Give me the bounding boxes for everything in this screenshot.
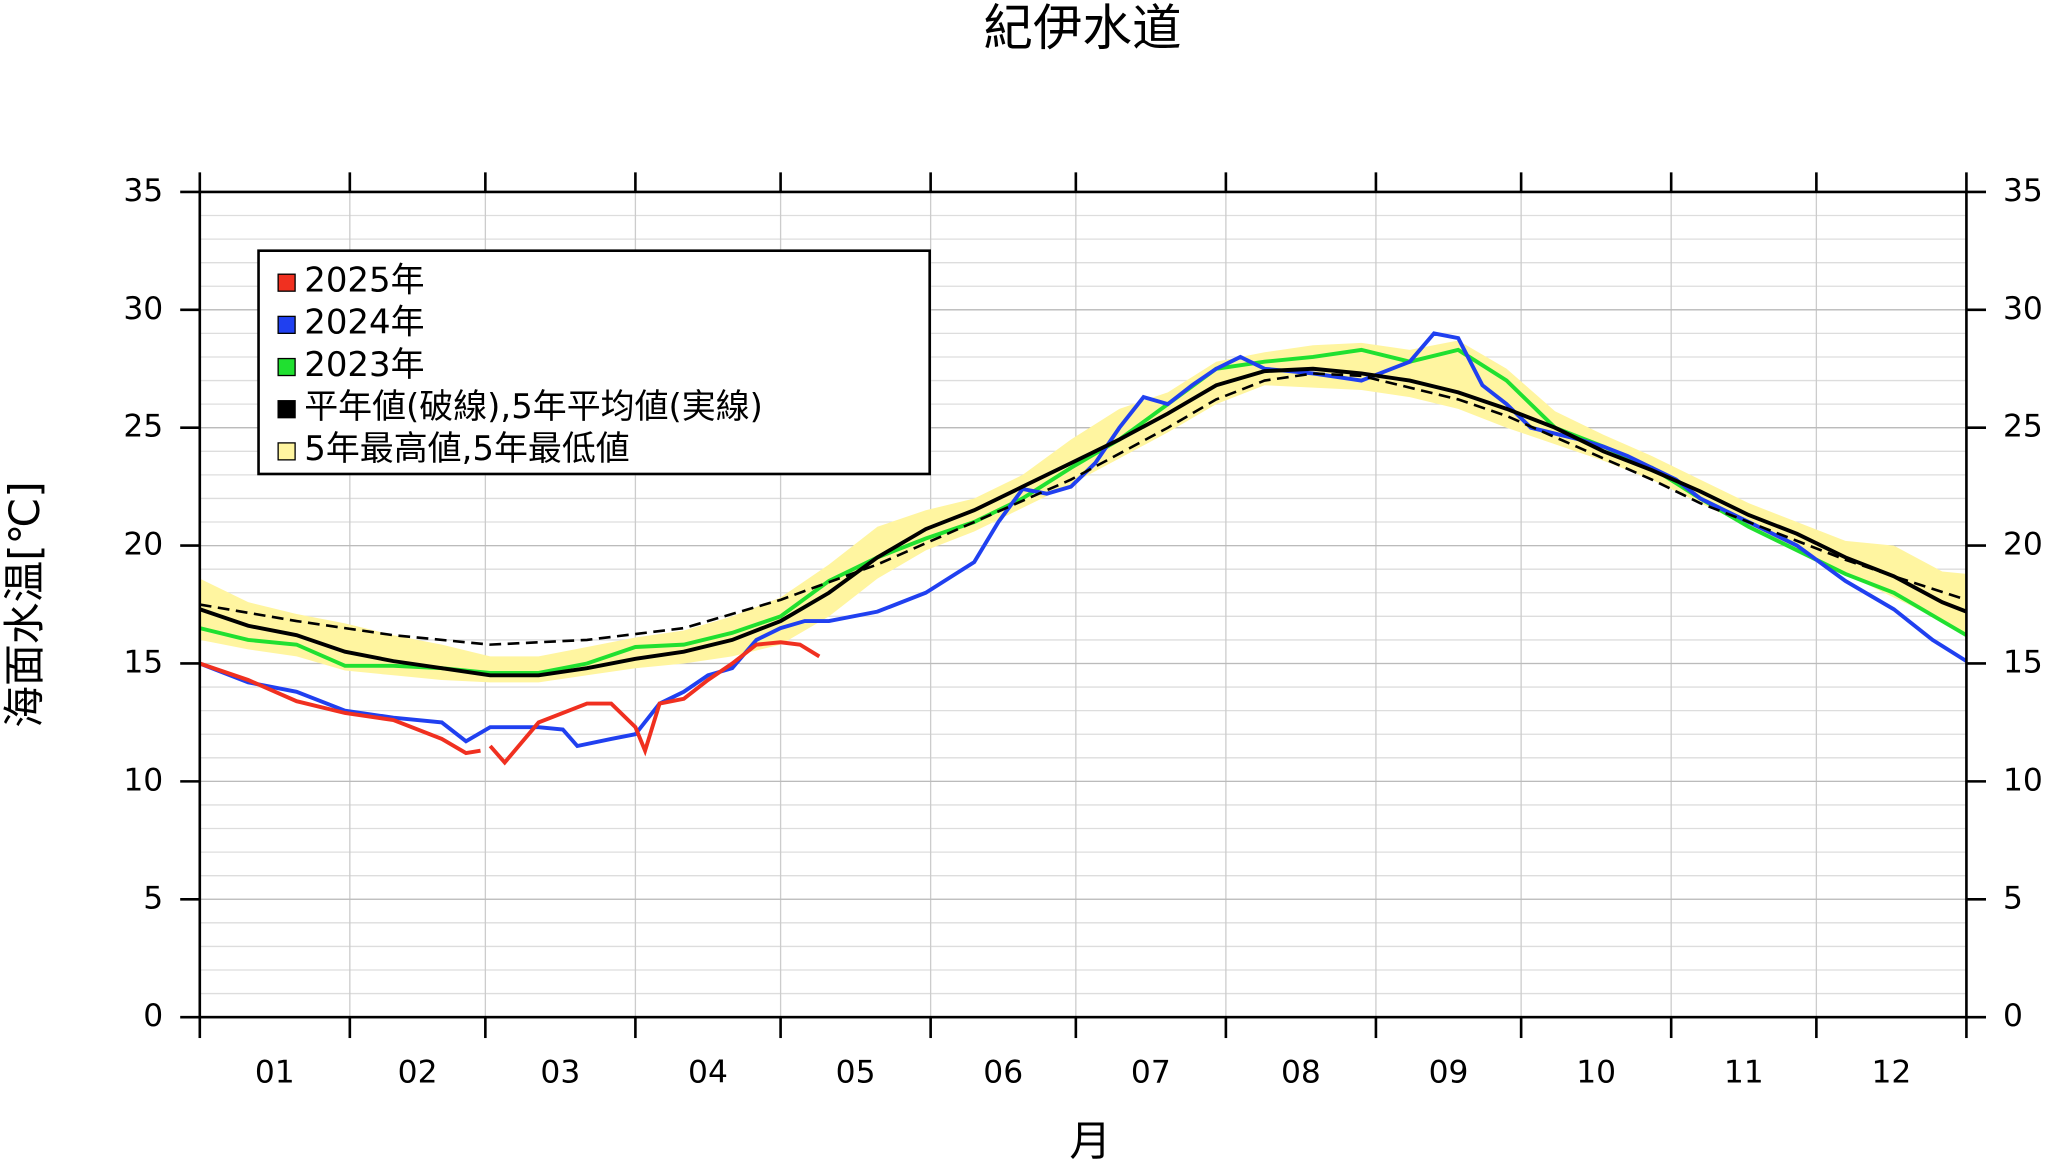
chart-title: 紀伊水道 bbox=[983, 0, 1181, 57]
series-line bbox=[488, 640, 821, 766]
y-tick-label: 35 bbox=[123, 173, 163, 209]
y-tick-label: 5 bbox=[143, 880, 163, 916]
y-axis-label: 海面水温[℃] bbox=[0, 481, 49, 728]
x-tick-label: 10 bbox=[1576, 1054, 1616, 1090]
series-line bbox=[199, 331, 1968, 749]
x-tick-label: 08 bbox=[1281, 1054, 1321, 1090]
x-tick-label: 09 bbox=[1429, 1054, 1469, 1090]
legend-box bbox=[257, 249, 931, 476]
x-tick-label: 01 bbox=[255, 1054, 295, 1090]
y-tick-label: 30 bbox=[2003, 291, 2043, 327]
x-tick-label: 03 bbox=[540, 1054, 580, 1090]
series-line bbox=[199, 372, 1967, 646]
legend-swatch bbox=[277, 315, 296, 335]
x-tick-label: 07 bbox=[1131, 1054, 1171, 1090]
range-band bbox=[199, 340, 1967, 683]
legend-swatch bbox=[277, 400, 296, 419]
legend-swatch bbox=[277, 273, 296, 292]
legend-swatch bbox=[277, 442, 296, 461]
x-axis-label: 月 bbox=[1069, 1116, 1111, 1165]
legend-label: 2025年 bbox=[304, 261, 424, 301]
plot-frame bbox=[198, 190, 1968, 1019]
y-tick-label: 20 bbox=[123, 527, 163, 563]
y-tick-label: 5 bbox=[2003, 880, 2023, 916]
series-line bbox=[199, 661, 481, 756]
legend-label: 2024年 bbox=[304, 303, 424, 343]
y-tick-label: 10 bbox=[123, 762, 163, 798]
y-tick-label: 0 bbox=[143, 998, 163, 1034]
series-line bbox=[199, 366, 1968, 678]
legend-label: 5年最高値,5年最低値 bbox=[304, 429, 629, 469]
y-tick-label: 0 bbox=[2003, 998, 2023, 1034]
x-tick-label: 02 bbox=[398, 1054, 438, 1090]
legend-label: 2023年 bbox=[304, 345, 424, 385]
y-tick-label: 30 bbox=[123, 291, 163, 327]
x-tick-label: 05 bbox=[836, 1054, 876, 1090]
y-tick-label: 15 bbox=[123, 644, 163, 680]
legend-swatch bbox=[277, 357, 296, 377]
x-tick-label: 06 bbox=[983, 1054, 1023, 1090]
y-tick-label: 20 bbox=[2003, 527, 2043, 563]
y-tick-label: 10 bbox=[2003, 762, 2043, 798]
x-tick-label: 11 bbox=[1724, 1054, 1764, 1090]
y-tick-label: 15 bbox=[2003, 644, 2043, 680]
y-tick-label: 25 bbox=[123, 409, 163, 445]
y-tick-label: 25 bbox=[2003, 409, 2043, 445]
x-tick-label: 04 bbox=[688, 1054, 728, 1090]
legend-label: 平年値(破線),5年平均値(実線) bbox=[304, 387, 763, 427]
x-tick-label: 12 bbox=[1871, 1054, 1911, 1090]
y-tick-label: 35 bbox=[2003, 173, 2043, 209]
